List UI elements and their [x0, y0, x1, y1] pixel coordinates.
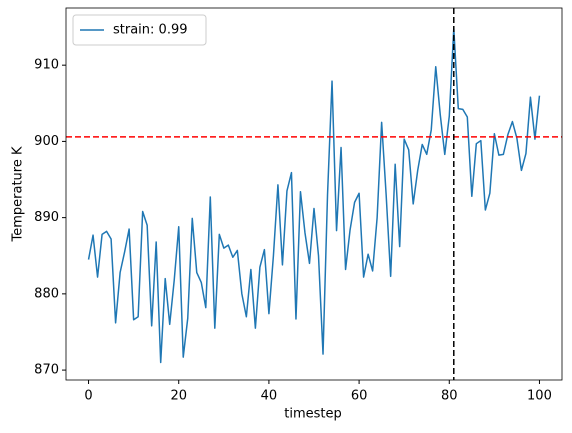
- x-tick-label: 0: [84, 389, 92, 404]
- data-line: [87, 27, 541, 364]
- x-axis-label: timestep: [284, 407, 342, 422]
- x-tick-label: 80: [441, 389, 458, 404]
- x-tick-label: 100: [527, 389, 552, 404]
- y-tick-label: 890: [34, 210, 59, 225]
- y-tick-label: 900: [34, 134, 59, 149]
- legend-label: strain: 0.99: [113, 23, 188, 38]
- y-tick-label: 870: [34, 363, 59, 378]
- y-tick-label: 880: [34, 286, 59, 301]
- y-axis-label: Temperature K: [11, 146, 26, 242]
- x-tick-label: 20: [170, 389, 187, 404]
- x-tick-label: 60: [351, 389, 368, 404]
- y-tick-label: 910: [34, 58, 59, 73]
- x-tick-label: 40: [261, 389, 278, 404]
- legend-box: [72, 14, 207, 46]
- plot-frame: [65, 7, 563, 381]
